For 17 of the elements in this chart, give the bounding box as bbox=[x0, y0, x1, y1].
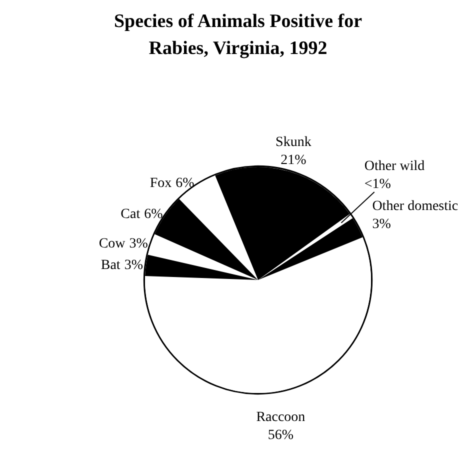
slice-label: Skunk bbox=[276, 134, 312, 150]
data-label: 21% bbox=[280, 152, 307, 168]
chart-title: Species of Animals Positive for Rabies, Virginia, 1992 bbox=[112, 10, 364, 61]
slice-label: Bat bbox=[100, 257, 120, 272]
slice-label: Cow bbox=[98, 236, 126, 251]
data-label: 3% bbox=[129, 236, 148, 251]
data-label: 3% bbox=[124, 257, 144, 272]
slice-label: Other domestic bbox=[372, 198, 458, 214]
data-label: 56% bbox=[268, 428, 294, 443]
slice-label: Cat bbox=[120, 206, 140, 222]
slice-label: Other wild bbox=[364, 158, 425, 174]
slice-label: Raccoon bbox=[256, 410, 306, 425]
data-label: 3% bbox=[372, 216, 392, 232]
slice-label: Fox bbox=[150, 176, 172, 191]
data-label: 6% bbox=[176, 176, 195, 191]
data-label: 6% bbox=[144, 206, 164, 222]
data-label: <1% bbox=[364, 176, 392, 192]
